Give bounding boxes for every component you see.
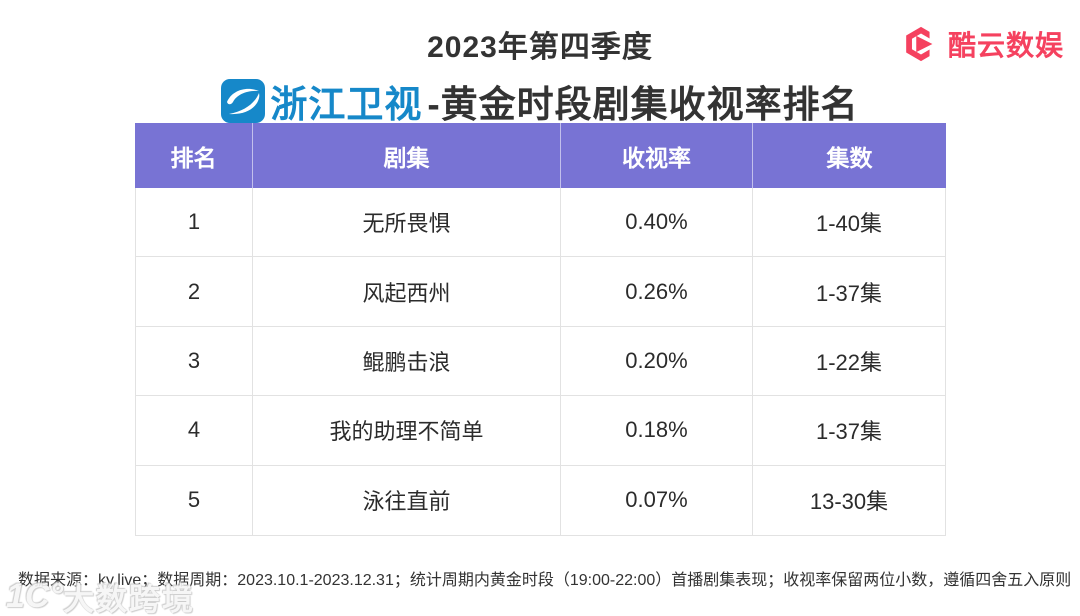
drama-cell: 鲲鹏击浪 <box>253 326 561 396</box>
table-body: 1 无所畏惧 0.40% 1-40集 2 风起西州 0.26% 1-37集 3 … <box>135 188 946 536</box>
episodes-cell: 1-37集 <box>815 280 883 306</box>
table-row: 3 鲲鹏击浪 0.20% 1-22集 <box>136 326 945 397</box>
rank-cell: 2 <box>136 257 253 326</box>
page-title-suffix: -黄金时段剧集收视率排名 <box>427 84 859 125</box>
rank-cell: 5 <box>136 465 253 535</box>
rating-cell: 0.20% <box>561 326 753 396</box>
kuyun-logo-icon <box>906 26 940 62</box>
title-block: 2023年第四季度 浙江卫视 -黄金时段剧集收视率排名 <box>0 22 1080 128</box>
page-title-line1: 2023年第四季度 <box>427 31 653 64</box>
rank-cell: 1 <box>136 188 253 257</box>
drama-cell: 风起西州 <box>253 257 561 326</box>
rating-cell: 0.40% <box>561 188 753 257</box>
table-header-row: 排名 剧集 收视率 集数 <box>135 123 946 188</box>
ranking-table: 排名 剧集 收视率 集数 1 无所畏惧 0.40% 1-40集 2 风起西州 0… <box>135 123 946 536</box>
rank-cell: 4 <box>136 396 253 465</box>
episodes-cell: 13-30集 <box>809 489 889 515</box>
column-header-drama: 剧集 <box>253 123 561 188</box>
table-row: 4 我的助理不简单 0.18% 1-37集 <box>136 396 945 466</box>
page-title-line2: 浙江卫视 -黄金时段剧集收视率排名 <box>0 74 1080 128</box>
brand-logo: 酷云数娱 <box>902 24 1064 64</box>
rank-cell: 3 <box>136 326 253 396</box>
rating-cell: 0.18% <box>561 396 753 465</box>
column-header-rating: 收视率 <box>561 123 753 188</box>
drama-cell: 无所畏惧 <box>253 188 561 257</box>
zhejiang-tv-logo-icon <box>221 79 266 123</box>
brand-name: 酷云数娱 <box>947 30 1064 61</box>
drama-cell: 我的助理不简单 <box>253 396 561 465</box>
episodes-cell: 1-37集 <box>815 419 883 445</box>
column-header-episodes: 集数 <box>826 144 873 171</box>
episodes-cell: 1-22集 <box>815 349 883 375</box>
table-row: 2 风起西州 0.26% 1-37集 <box>136 257 945 327</box>
drama-cell: 泳往直前 <box>253 465 561 535</box>
table-row: 5 泳往直前 0.07% 13-30集 <box>136 465 945 535</box>
rating-cell: 0.26% <box>561 257 753 326</box>
data-source-note: 数据来源：ky.live；数据周期：2023.10.1-2023.12.31；统… <box>18 572 1072 589</box>
column-header-rank: 排名 <box>135 123 253 188</box>
table-row: 1 无所畏惧 0.40% 1-40集 <box>136 188 945 258</box>
rating-cell: 0.07% <box>561 465 753 535</box>
channel-name: 浙江卫视 <box>270 84 423 125</box>
episodes-cell: 1-40集 <box>815 211 883 237</box>
